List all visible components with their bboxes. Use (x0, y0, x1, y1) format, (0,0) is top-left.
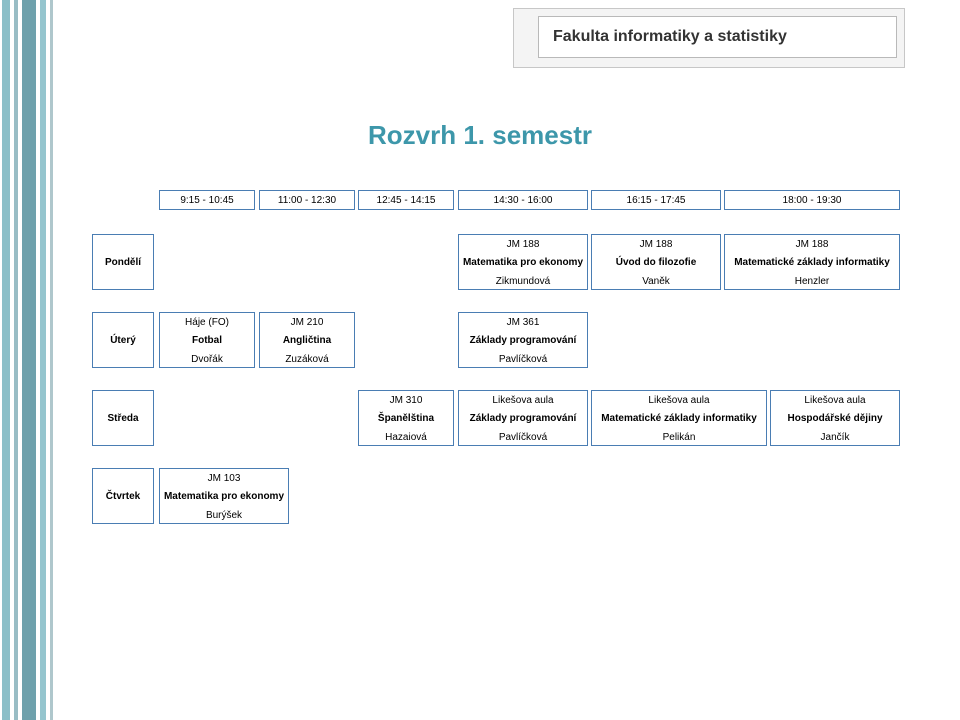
course-label: Hospodářské dějiny (771, 412, 899, 425)
course-label: Matematika pro ekonomy (459, 256, 587, 269)
room-label: JM 188 (459, 238, 587, 251)
class-cell: JM 310 Španělština Hazaiová (358, 390, 454, 446)
room-label: JM 210 (260, 316, 354, 329)
decorative-bars (0, 0, 64, 720)
teacher-label: Jančík (771, 431, 899, 444)
course-label: Angličtina (260, 334, 354, 347)
day-label: Úterý (92, 312, 154, 368)
teacher-label: Pelikán (592, 431, 766, 444)
course-label: Úvod do filozofie (592, 256, 720, 269)
class-cell: JM 188 Matematika pro ekonomy Zikmundová (458, 234, 588, 290)
course-label: Základy programování (459, 412, 587, 425)
class-cell: JM 188 Matematické základy informatiky Hen… (724, 234, 900, 290)
class-cell: JM 188 Úvod do filozofie Vaněk (591, 234, 721, 290)
teacher-label: Henzler (725, 275, 899, 288)
header-frame: Fakulta informatiky a statistiky (513, 8, 905, 68)
class-cell: Háje (FO) Fotbal Dvořák (159, 312, 255, 368)
faculty-header: Fakulta informatiky a statistiky (538, 16, 897, 58)
course-label: Matematické základy informatiky (725, 256, 899, 269)
room-label: Likešova aula (771, 394, 899, 407)
course-label: Španělština (359, 412, 453, 425)
class-cell: JM 210 Angličtina Zuzáková (259, 312, 355, 368)
day-label: Středa (92, 390, 154, 446)
room-label: JM 188 (725, 238, 899, 251)
teacher-label: Pavlíčková (459, 431, 587, 444)
course-label: Základy programování (459, 334, 587, 347)
room-label: JM 188 (592, 238, 720, 251)
teacher-label: Dvořák (160, 353, 254, 366)
teacher-label: Hazaiová (359, 431, 453, 444)
room-label: Likešova aula (592, 394, 766, 407)
teacher-label: Zikmundová (459, 275, 587, 288)
class-cell: Likešova aula Hospodářské dějiny Jančík (770, 390, 900, 446)
teacher-label: Zuzáková (260, 353, 354, 366)
time-slot: 9:15 - 10:45 (159, 190, 255, 210)
class-cell: Likešova aula Matematické základy informa… (591, 390, 767, 446)
class-cell: Likešova aula Základy programování Pavlíčk… (458, 390, 588, 446)
class-cell: JM 103 Matematika pro ekonomy Burýšek (159, 468, 289, 524)
page-title: Rozvrh 1. semestr (0, 120, 960, 151)
class-cell: JM 361 Základy programování Pavlíčková (458, 312, 588, 368)
teacher-label: Burýšek (160, 509, 288, 522)
time-slot: 14:30 - 16:00 (458, 190, 588, 210)
time-slot: 18:00 - 19:30 (724, 190, 900, 210)
course-label: Matematika pro ekonomy (160, 490, 288, 503)
teacher-label: Vaněk (592, 275, 720, 288)
time-slot: 12:45 - 14:15 (358, 190, 454, 210)
room-label: JM 103 (160, 472, 288, 485)
course-label: Matematické základy informatiky (592, 412, 766, 425)
teacher-label: Pavlíčková (459, 353, 587, 366)
room-label: Likešova aula (459, 394, 587, 407)
room-label: JM 361 (459, 316, 587, 329)
time-slot: 11:00 - 12:30 (259, 190, 355, 210)
room-label: Háje (FO) (160, 316, 254, 329)
day-label: Čtvrtek (92, 468, 154, 524)
day-label: Pondělí (92, 234, 154, 290)
course-label: Fotbal (160, 334, 254, 347)
room-label: JM 310 (359, 394, 453, 407)
time-slot: 16:15 - 17:45 (591, 190, 721, 210)
